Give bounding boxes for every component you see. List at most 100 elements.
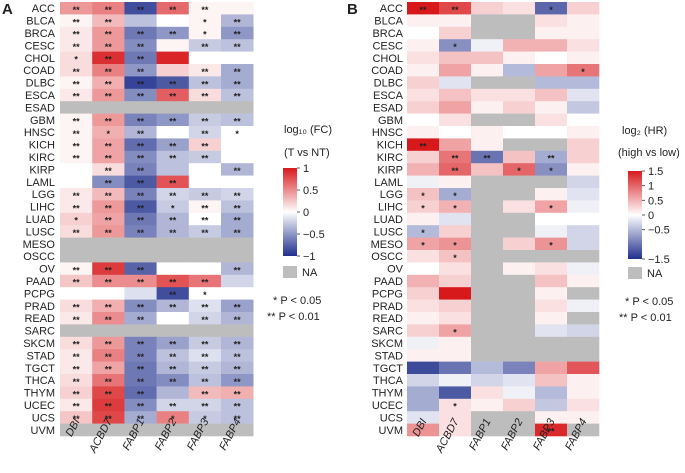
- significance-star: *: [549, 166, 553, 176]
- significance-star: *: [581, 67, 585, 77]
- heatmap-cell: [188, 423, 222, 437]
- heatmap-cell: [567, 64, 600, 77]
- heatmap-cell: [60, 423, 93, 437]
- row-label: KIRC: [377, 152, 403, 164]
- panel-b-na-label: NA: [647, 268, 663, 280]
- heatmap-cell: [407, 262, 440, 276]
- heatmap-cell: [439, 51, 472, 65]
- heatmap-cell: [221, 349, 254, 362]
- significance-star: **: [234, 315, 242, 325]
- heatmap-cell: [471, 76, 504, 90]
- significance-star: **: [419, 141, 427, 151]
- row-label: UCS: [380, 412, 403, 424]
- heatmap-cell: [124, 349, 157, 362]
- heatmap-cell: [92, 349, 125, 362]
- row-label: TGCT: [25, 363, 55, 375]
- significance-star: *: [74, 216, 78, 226]
- heatmap-cell: [407, 398, 440, 412]
- heatmap-cell: [156, 76, 190, 90]
- heatmap-cell: [221, 237, 254, 251]
- colorbar-tick-label: 0.5: [303, 185, 318, 197]
- heatmap-cell: [471, 262, 504, 276]
- heatmap-cell: [439, 150, 472, 164]
- heatmap-cell: [407, 361, 440, 375]
- heatmap-cell: [124, 274, 157, 288]
- significance-star: **: [234, 166, 242, 176]
- heatmap-cell: [535, 64, 568, 77]
- colorbar-tick-label: −0.5: [648, 225, 670, 237]
- heatmap-cell: [439, 349, 472, 362]
- heatmap-cell: [503, 423, 536, 437]
- significance-star: *: [453, 241, 457, 251]
- heatmap-cell: [439, 287, 472, 300]
- heatmap-cell: [471, 88, 504, 102]
- heatmap-cell: [407, 237, 440, 251]
- heatmap-cell: [124, 2, 157, 15]
- heatmap-cell: [60, 349, 93, 362]
- significance-star: **: [73, 92, 81, 102]
- heatmap-cell: [188, 14, 222, 28]
- heatmap-cell: [535, 14, 568, 28]
- heatmap-cell: [567, 188, 600, 201]
- heatmap-cell: [92, 262, 125, 276]
- heatmap-cell: [188, 312, 222, 325]
- heatmap-cell: [156, 423, 190, 437]
- heatmap-cell: [567, 312, 600, 325]
- heatmap-cell: [124, 262, 157, 276]
- heatmap-cell: [535, 88, 568, 102]
- heatmap-cell: [471, 225, 504, 238]
- heatmap-cell: [471, 150, 504, 164]
- heatmap-cell: [156, 39, 190, 52]
- heatmap-cell: [535, 349, 568, 362]
- panel-b: B ACCBLCABRCACESCCHOLCOADDLBCESCAESADGBM…: [347, 1, 680, 456]
- heatmap-cell: [124, 225, 157, 238]
- heatmap-cell: [221, 163, 254, 176]
- heatmap-cell: [60, 225, 93, 238]
- significance-star: *: [171, 203, 175, 213]
- heatmap-cell: [60, 386, 93, 400]
- heatmap-cell: [407, 101, 440, 114]
- heatmap-cell: [60, 361, 93, 375]
- heatmap-cell: [567, 336, 600, 350]
- heatmap-cell: [471, 274, 504, 288]
- panel-a-colorbar-gradient: [283, 168, 297, 256]
- heatmap-cell: [124, 163, 157, 176]
- heatmap-cell: [60, 126, 93, 139]
- heatmap-cell: [535, 51, 568, 65]
- heatmap-cell: [156, 126, 190, 139]
- heatmap-cell: [503, 26, 536, 40]
- heatmap-cell: [407, 76, 440, 90]
- heatmap-cell: [567, 150, 600, 164]
- panel-b-colorbar: log₂ (HR) (high vs low) 1.5 1 0.5 0 −0.5 −1.5…: [618, 125, 680, 324]
- significance-star: **: [169, 30, 177, 40]
- heatmap-cell: [567, 101, 600, 114]
- panel-a-colorbar-ticks: 1 0.5 0 −0.5 −1: [297, 163, 325, 263]
- heatmap-cell: [92, 398, 125, 412]
- heatmap-cell: [188, 250, 222, 263]
- row-label: SARC: [24, 326, 55, 338]
- significance-star: **: [137, 154, 145, 164]
- heatmap-cell: [221, 126, 254, 139]
- heatmap-cell: [92, 374, 125, 387]
- heatmap-cell: [124, 200, 157, 214]
- significance-star: **: [73, 389, 81, 399]
- row-label: ESAD: [373, 102, 403, 114]
- row-label: COAD: [371, 65, 403, 77]
- heatmap-cell: [471, 188, 504, 201]
- significance-star: **: [234, 203, 242, 213]
- significance-star: *: [421, 203, 425, 213]
- row-label: CHOL: [24, 53, 55, 65]
- heatmap-cell: [188, 349, 222, 362]
- colorbar-tick-label: −0.5: [303, 229, 325, 241]
- significance-star: **: [201, 203, 209, 213]
- heatmap-cell: [92, 312, 125, 325]
- heatmap-cell: [92, 88, 125, 102]
- heatmap-cell: [92, 126, 125, 139]
- heatmap-cell: [471, 2, 504, 15]
- heatmap-cell: [60, 14, 93, 28]
- significance-star: **: [105, 340, 113, 350]
- heatmap-cell: [439, 39, 472, 52]
- heatmap-cell: [567, 2, 600, 15]
- significance-star: **: [201, 92, 209, 102]
- heatmap-cell: [439, 138, 472, 152]
